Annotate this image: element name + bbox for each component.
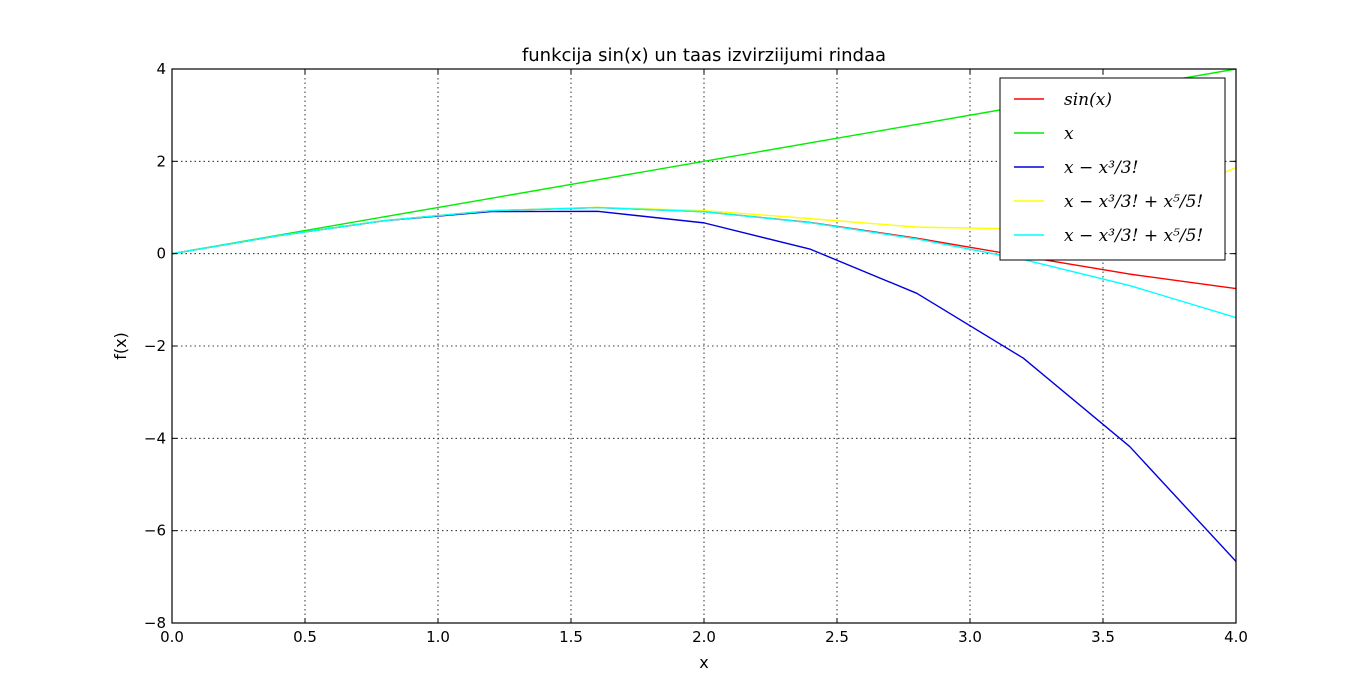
x-tick-label: 3.0 xyxy=(958,628,982,646)
x-tick-label: 3.5 xyxy=(1091,628,1115,646)
series-lines xyxy=(172,69,1236,562)
y-tick-label: 4 xyxy=(156,60,166,78)
legend-label: x − x³/3! + x⁵/5! xyxy=(1064,192,1203,212)
series-line-5 xyxy=(172,206,1236,319)
x-tick-label: 4.0 xyxy=(1224,628,1248,646)
legend-label: x − x³/3! xyxy=(1064,158,1138,178)
y-tick-label: −6 xyxy=(144,522,166,540)
x-axis-label: x xyxy=(699,653,708,672)
axis-ticks: 0.0 0.5 1.0 1.5 2.0 2.5 3.0 3.5 4.0 −8 −6 −4 −2 0 2 4 xyxy=(144,60,1248,646)
legend-label: x xyxy=(1064,124,1074,144)
legend: sin(x) x x − x³/3! x − x³/3! + x⁵/5! x − x³/… xyxy=(999,77,1226,261)
legend-box xyxy=(999,77,1226,261)
chart-title: funkcija sin(x) un taas izvirziijumi rin… xyxy=(522,45,886,66)
y-axis-label: f(x) xyxy=(111,332,130,360)
x-tick-label: 2.5 xyxy=(825,628,849,646)
x-tick-label: 0.0 xyxy=(160,628,184,646)
y-tick-label: 2 xyxy=(156,152,166,170)
y-tick-label: −8 xyxy=(144,614,166,632)
y-tick-label: −4 xyxy=(144,429,166,447)
y-tick-label: −2 xyxy=(144,337,166,355)
x-tick-label: 2.0 xyxy=(692,628,716,646)
x-tick-label: 0.5 xyxy=(293,628,317,646)
legend-label: sin(x) xyxy=(1064,90,1112,110)
x-tick-label: 1.0 xyxy=(426,628,450,646)
legend-label: x − x³/3! + x⁵/5! xyxy=(1064,226,1203,246)
x-tick-label: 1.5 xyxy=(559,628,583,646)
y-tick-label: 0 xyxy=(156,245,166,263)
